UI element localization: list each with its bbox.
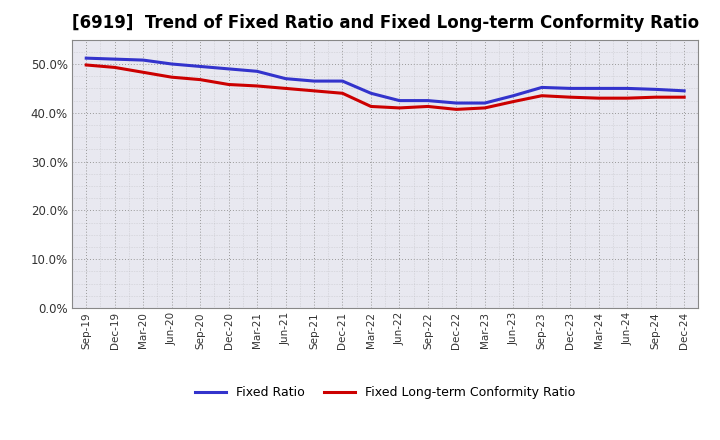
Fixed Ratio bbox=[366, 91, 375, 96]
Fixed Ratio bbox=[167, 61, 176, 66]
Fixed Long-term Conformity Ratio bbox=[566, 95, 575, 100]
Fixed Long-term Conformity Ratio bbox=[253, 83, 261, 88]
Fixed Long-term Conformity Ratio bbox=[366, 104, 375, 109]
Fixed Ratio bbox=[652, 87, 660, 92]
Fixed Ratio bbox=[480, 100, 489, 106]
Fixed Long-term Conformity Ratio bbox=[110, 65, 119, 70]
Fixed Long-term Conformity Ratio bbox=[680, 95, 688, 100]
Legend: Fixed Ratio, Fixed Long-term Conformity Ratio: Fixed Ratio, Fixed Long-term Conformity … bbox=[190, 381, 580, 404]
Fixed Ratio bbox=[196, 64, 204, 69]
Fixed Ratio bbox=[423, 98, 432, 103]
Title: [6919]  Trend of Fixed Ratio and Fixed Long-term Conformity Ratio: [6919] Trend of Fixed Ratio and Fixed Lo… bbox=[71, 15, 699, 33]
Fixed Ratio bbox=[595, 86, 603, 91]
Fixed Long-term Conformity Ratio bbox=[310, 88, 318, 93]
Fixed Long-term Conformity Ratio bbox=[595, 95, 603, 101]
Fixed Ratio bbox=[680, 88, 688, 93]
Fixed Long-term Conformity Ratio bbox=[282, 86, 290, 91]
Fixed Long-term Conformity Ratio bbox=[452, 107, 461, 112]
Fixed Ratio bbox=[82, 55, 91, 61]
Fixed Ratio bbox=[537, 85, 546, 90]
Fixed Ratio bbox=[310, 78, 318, 84]
Fixed Ratio bbox=[225, 66, 233, 72]
Fixed Long-term Conformity Ratio bbox=[423, 104, 432, 109]
Fixed Ratio bbox=[509, 93, 518, 99]
Fixed Long-term Conformity Ratio bbox=[167, 74, 176, 80]
Fixed Long-term Conformity Ratio bbox=[225, 82, 233, 87]
Fixed Ratio bbox=[110, 56, 119, 62]
Fixed Ratio bbox=[566, 86, 575, 91]
Fixed Long-term Conformity Ratio bbox=[82, 62, 91, 68]
Fixed Long-term Conformity Ratio bbox=[652, 95, 660, 100]
Fixed Ratio bbox=[395, 98, 404, 103]
Fixed Long-term Conformity Ratio bbox=[623, 95, 631, 101]
Fixed Long-term Conformity Ratio bbox=[395, 105, 404, 110]
Fixed Ratio bbox=[623, 86, 631, 91]
Fixed Long-term Conformity Ratio bbox=[139, 70, 148, 75]
Fixed Ratio bbox=[452, 100, 461, 106]
Line: Fixed Ratio: Fixed Ratio bbox=[86, 58, 684, 103]
Fixed Ratio bbox=[282, 76, 290, 81]
Fixed Long-term Conformity Ratio bbox=[338, 91, 347, 96]
Fixed Long-term Conformity Ratio bbox=[480, 105, 489, 110]
Fixed Long-term Conformity Ratio bbox=[509, 99, 518, 104]
Fixed Ratio bbox=[253, 69, 261, 74]
Fixed Long-term Conformity Ratio bbox=[537, 93, 546, 99]
Fixed Ratio bbox=[139, 58, 148, 63]
Line: Fixed Long-term Conformity Ratio: Fixed Long-term Conformity Ratio bbox=[86, 65, 684, 110]
Fixed Ratio bbox=[338, 78, 347, 84]
Fixed Long-term Conformity Ratio bbox=[196, 77, 204, 82]
